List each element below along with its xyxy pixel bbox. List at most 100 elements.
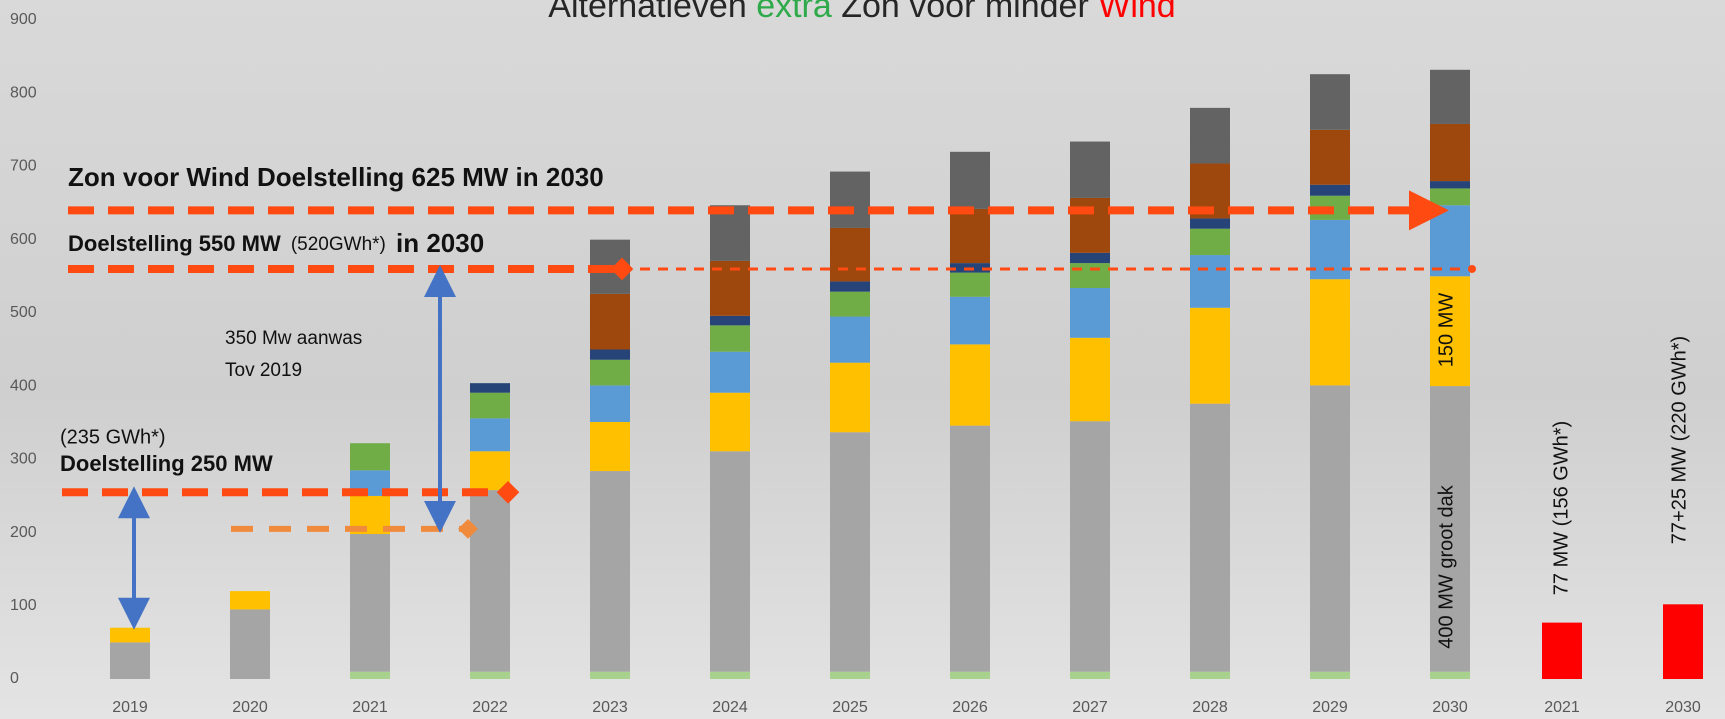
bar-segment: [950, 209, 990, 263]
y-tick-label: 100: [10, 597, 37, 614]
annotation: in 2030: [396, 228, 484, 258]
bar-segment: [1310, 185, 1350, 196]
x-tick-label: 2027: [1072, 699, 1108, 716]
bar-segment: [590, 385, 630, 422]
bar-segment: [710, 393, 750, 452]
x-tick-label: 2023: [592, 699, 628, 716]
bar-segment: [590, 294, 630, 350]
annotation: (520GWh*): [291, 234, 386, 255]
bar-segment: [1070, 672, 1110, 679]
bar-segment: [110, 642, 150, 679]
bar-segment: [470, 672, 510, 679]
bar-segment: [710, 672, 750, 679]
bar-segment: [1190, 255, 1230, 308]
bar-segment: [830, 281, 870, 291]
y-tick-label: 700: [10, 158, 37, 175]
title-part: extra: [756, 0, 832, 25]
bar-segment: [950, 152, 990, 209]
bar-segment: [1430, 124, 1470, 181]
bar-segment: [1190, 308, 1230, 404]
annotation: Tov 2019: [225, 360, 302, 381]
y-tick-label: 800: [10, 84, 37, 101]
bar-segment: [1190, 108, 1230, 164]
bar-segment: [590, 422, 630, 471]
bar-segment: [830, 228, 870, 281]
bar-segment: [590, 360, 630, 386]
bar-segment: [1070, 142, 1110, 198]
bar-segment: [470, 383, 510, 393]
bar-segment: [350, 534, 390, 672]
title-part: Alternatieven: [548, 0, 756, 25]
bar-segment: [1430, 188, 1470, 205]
y-tick-label: 200: [10, 524, 37, 541]
x-tick-label: 2029: [1312, 699, 1348, 716]
bar-segment: [710, 451, 750, 671]
y-tick-label: 900: [10, 11, 37, 28]
annotation: Doelstelling 550 MW: [68, 231, 281, 256]
bar-segment: [950, 426, 990, 672]
bar-segment: [110, 628, 150, 643]
annotation: 77 MW (156 GWh*): [1550, 421, 1572, 595]
x-tick-label: 2030: [1432, 699, 1468, 716]
x-tick-label: 2024: [712, 699, 748, 716]
x-tick-label: 2021: [1544, 699, 1580, 716]
bar-segment: [1070, 263, 1110, 288]
bar-segment: [470, 418, 510, 451]
bar-segment: [350, 443, 390, 470]
bar-segment: [1070, 338, 1110, 421]
bar-segment: [1430, 181, 1470, 188]
bar-segment: [1310, 74, 1350, 130]
bar-segment: [1663, 604, 1703, 679]
bar-segment: [470, 451, 510, 490]
bar-segment: [1310, 130, 1350, 185]
bar-segment: [590, 672, 630, 679]
title-part: Zon voor minder: [832, 0, 1098, 25]
bar-segment: [710, 325, 750, 351]
annotation: 350 Mw aanwas: [225, 328, 362, 349]
bar-segment: [710, 316, 750, 326]
reference-marker: [1468, 265, 1476, 273]
bar-segment: [230, 609, 270, 679]
annotation: Doelstelling 250 MW: [60, 451, 273, 476]
bar-segment: [830, 292, 870, 317]
x-tick-label: 2025: [832, 699, 868, 716]
bar-segment: [1430, 672, 1470, 679]
annotation: 150 MW: [1435, 293, 1457, 368]
y-tick-label: 500: [10, 304, 37, 321]
bar-segment: [1310, 672, 1350, 679]
bar-segment: [1310, 279, 1350, 385]
bar-segment: [950, 297, 990, 345]
bar-segment: [1070, 198, 1110, 253]
bar-segment: [950, 273, 990, 297]
bar-segment: [1190, 229, 1230, 255]
y-tick-label: 400: [10, 377, 37, 394]
x-tick-label: 2022: [472, 699, 508, 716]
bar-segment: [830, 317, 870, 363]
bar-segment: [350, 672, 390, 679]
bar-segment: [470, 490, 510, 672]
x-tick-label: 2021: [352, 699, 388, 716]
y-tick-label: 300: [10, 451, 37, 468]
bar-segment: [950, 344, 990, 425]
bar-segment: [830, 363, 870, 433]
bar-segment: [830, 172, 870, 228]
bar-segment: [590, 350, 630, 360]
bar-segment: [1430, 70, 1470, 124]
annotation: 400 MW groot dak: [1435, 484, 1457, 648]
bar-segment: [1190, 218, 1230, 228]
bar-segment: [950, 672, 990, 679]
bar-segment: [1070, 253, 1110, 263]
bar-segment: [1190, 404, 1230, 672]
annotation: (235 GWh*): [60, 426, 166, 448]
x-tick-label: 2030: [1665, 699, 1701, 716]
x-tick-label: 2028: [1192, 699, 1228, 716]
bar-segment: [230, 591, 270, 609]
x-tick-label: 2026: [952, 699, 988, 716]
title-part: Wind: [1098, 0, 1175, 25]
bar-segment: [1430, 205, 1470, 276]
bar-segment: [830, 432, 870, 671]
bar-segment: [1190, 672, 1230, 679]
annotation: Zon voor Wind Doelstelling 625 MW in 203…: [68, 162, 604, 192]
y-tick-label: 600: [10, 231, 37, 248]
bar-segment: [1070, 421, 1110, 671]
